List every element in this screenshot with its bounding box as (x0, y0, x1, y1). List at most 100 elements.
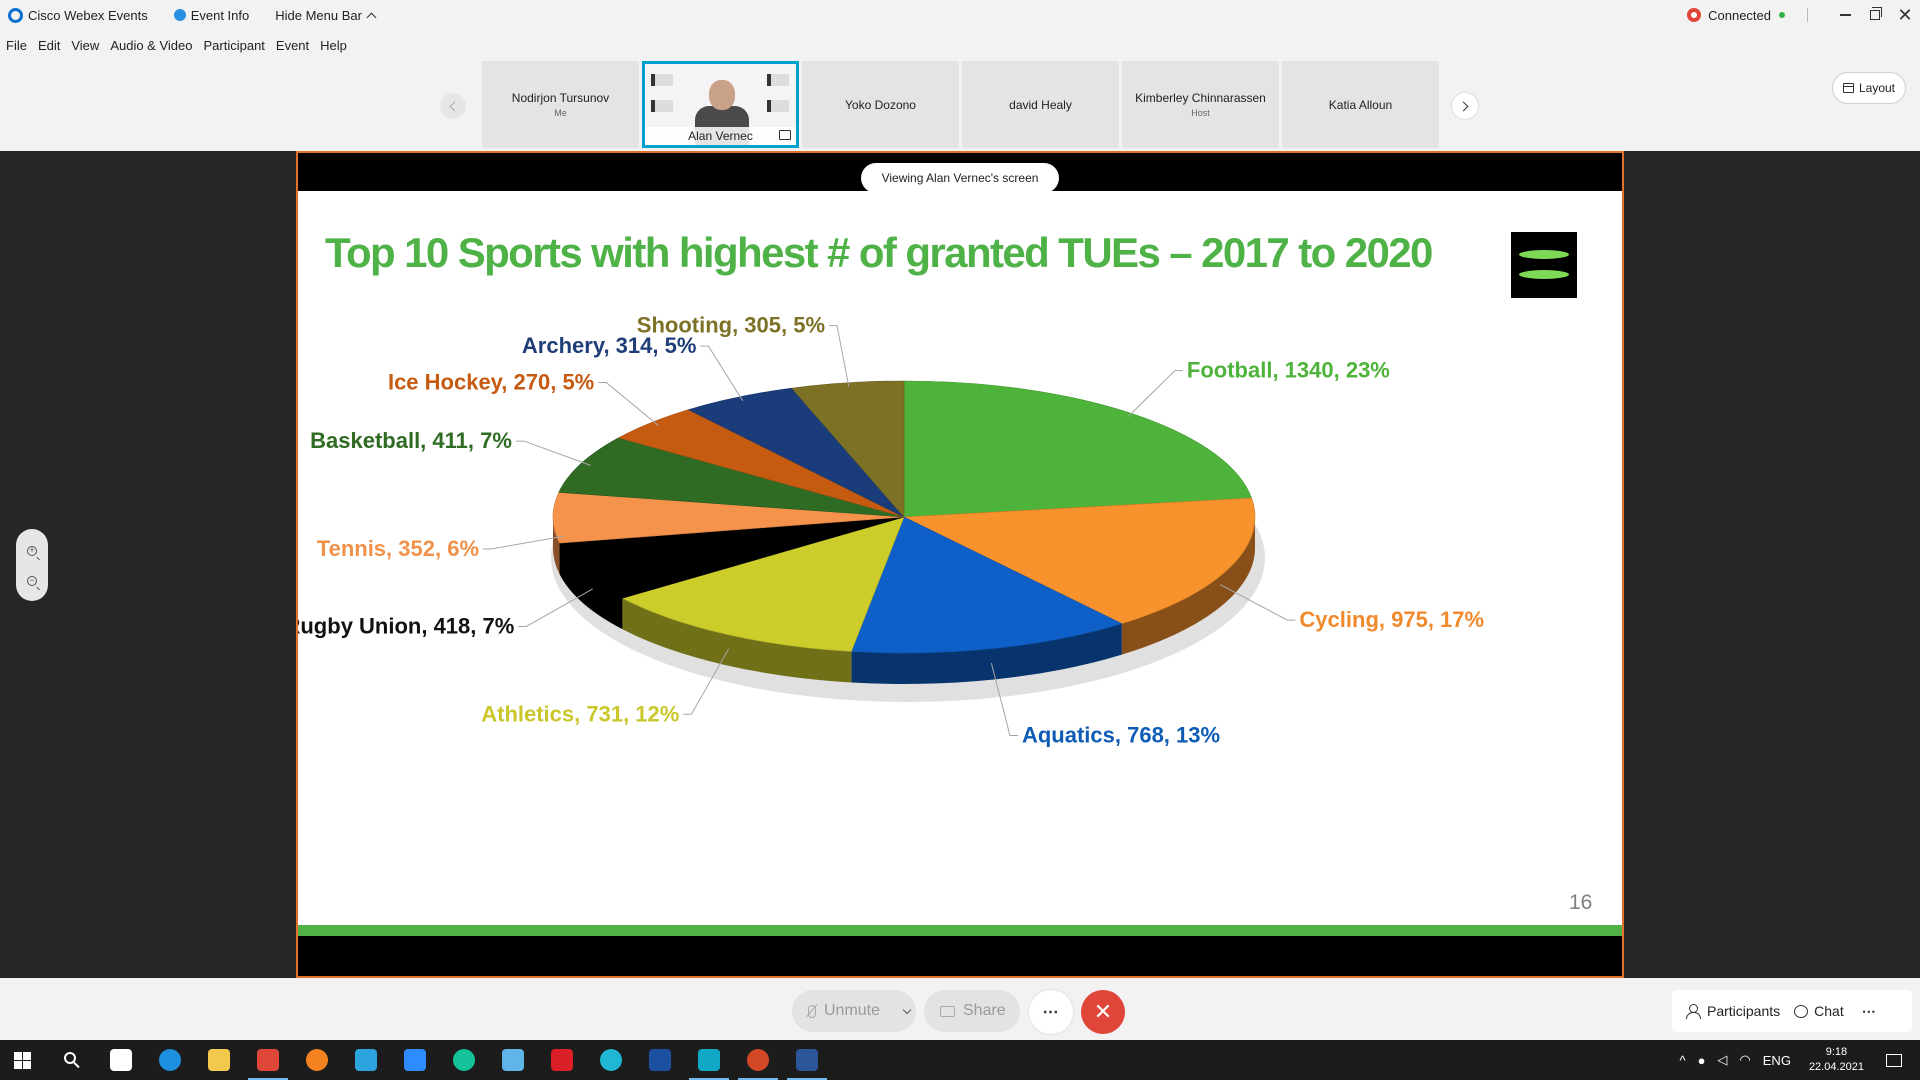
menu-file[interactable]: File (6, 37, 27, 53)
restore-icon (1870, 7, 1882, 20)
running-app-indicator (787, 1078, 827, 1080)
file-explorer-icon[interactable] (208, 1049, 230, 1071)
edge-icon[interactable] (159, 1049, 181, 1071)
close-window-button[interactable]: ✕ (1890, 0, 1920, 30)
strip-prev-button[interactable] (440, 93, 466, 119)
meeting-controls: Unmute Share (0, 978, 1920, 1040)
participant-name: Nodirjon Tursunov (511, 91, 610, 105)
zoom-out-button[interactable]: − (24, 573, 40, 589)
menu-event[interactable]: Event (275, 37, 310, 53)
zoom-icon[interactable] (404, 1049, 426, 1071)
running-app-indicator (738, 1078, 778, 1080)
minimize-button[interactable] (1830, 0, 1860, 30)
share-button[interactable]: Share (924, 990, 1020, 1032)
layout-icon (1842, 83, 1854, 93)
leave-meeting-button[interactable]: ✕ (1081, 990, 1125, 1034)
participant-tile[interactable]: Yoko Dozono (802, 61, 959, 148)
menu-bar: File Edit View Audio & Video Participant… (0, 33, 350, 57)
layout-button[interactable]: Layout (1832, 72, 1906, 104)
zoom-in-button[interactable]: + (24, 543, 40, 559)
clock-time: 9:18 (1825, 1046, 1848, 1058)
participant-tile[interactable]: Nodirjon Tursunov Me (482, 61, 639, 148)
leader-line (700, 345, 744, 402)
chevron-down-icon (902, 1005, 912, 1014)
webex-logo-icon (8, 7, 23, 23)
participants-label: Participants (1707, 1003, 1781, 1019)
unmute-button[interactable]: Unmute (792, 990, 916, 1032)
creative-cloud-icon[interactable] (551, 1049, 573, 1071)
restore-button[interactable] (1860, 0, 1890, 30)
menu-edit[interactable]: Edit (37, 37, 61, 53)
video-background-detail (767, 100, 789, 112)
avast-icon[interactable] (306, 1049, 328, 1071)
more-icon: ⋯ (1042, 1004, 1060, 1021)
menu-participant[interactable]: Participant (203, 37, 265, 53)
wifi-icon[interactable]: ◠ (1739, 1052, 1751, 1067)
windows-start-icon[interactable] (14, 1052, 31, 1069)
titlebar-divider (1807, 8, 1808, 22)
panel-more-button[interactable]: ⋯ (1861, 1002, 1877, 1019)
telegram-icon[interactable] (355, 1049, 377, 1071)
leader-line (518, 588, 593, 627)
pie-slice-tennis (552, 491, 905, 544)
participant-tile[interactable]: Katia Alloun (1282, 61, 1439, 148)
strip-next-button[interactable] (1452, 93, 1478, 119)
chrome-icon[interactable] (257, 1049, 279, 1071)
connection-status[interactable]: Connected (1708, 7, 1771, 23)
defender-icon[interactable] (649, 1049, 671, 1071)
pie-slice-football (903, 380, 1252, 518)
mic-muted-icon (808, 1004, 816, 1018)
slide-logo (1511, 232, 1577, 298)
task-view-icon[interactable] (110, 1049, 132, 1071)
info-icon (173, 9, 186, 21)
minimize-icon (1839, 14, 1851, 16)
chat-label: Chat (1814, 1003, 1844, 1019)
word-icon[interactable] (796, 1049, 818, 1071)
more-options-button[interactable]: ⋯ (1029, 990, 1073, 1034)
menu-audio-video[interactable]: Audio & Video (110, 37, 193, 53)
participants-panel-button[interactable]: Participants (1686, 1003, 1780, 1019)
leader-line (598, 382, 659, 426)
menu-help[interactable]: Help (320, 37, 347, 53)
chevron-up-icon[interactable]: ^ (1679, 1052, 1686, 1068)
snipping-icon[interactable] (502, 1049, 524, 1071)
leader-line (515, 440, 591, 466)
webex-teams-icon[interactable] (600, 1049, 622, 1071)
slice-label: Shooting, 305, 5% (637, 313, 825, 338)
volume-icon[interactable]: ◁ (1717, 1052, 1728, 1067)
clock[interactable]: 9:18 22.04.2021 (1809, 1045, 1864, 1075)
participant-tile-active[interactable]: Alan Vernec (642, 61, 799, 148)
grammarly-icon[interactable] (453, 1049, 475, 1071)
slice-label: Cycling, 975, 17% (1299, 607, 1484, 632)
person-icon (1686, 1004, 1701, 1019)
leader-line (683, 648, 730, 715)
participant-tile[interactable]: Kimberley Chinnarassen Host (1122, 61, 1279, 148)
menu-view[interactable]: View (71, 37, 100, 53)
language-indicator[interactable]: ENG (1762, 1052, 1791, 1068)
chevron-right-icon (1458, 101, 1469, 111)
search-icon[interactable] (64, 1052, 76, 1064)
running-app-indicator (248, 1078, 288, 1080)
chat-panel-button[interactable]: Chat (1794, 1003, 1844, 1019)
participant-tile[interactable]: david Healy (962, 61, 1119, 148)
pie-slice-shooting (791, 380, 905, 518)
zoom-out-icon: − (27, 576, 37, 586)
hide-menu-bar-button[interactable]: Hide Menu Bar (275, 7, 377, 23)
chat-icon (1794, 1004, 1809, 1018)
leader-line (483, 535, 564, 550)
powerpoint-icon[interactable] (747, 1049, 769, 1071)
clock-date: 22.04.2021 (1808, 1061, 1864, 1073)
hide-menu-label: Hide Menu Bar (275, 7, 362, 23)
webex-events-icon[interactable] (698, 1049, 720, 1071)
pie-slice-side (1121, 517, 1255, 655)
slice-label: Basketball, 411, 7% (310, 428, 512, 453)
audio-options-dropdown[interactable] (898, 990, 916, 1032)
slice-label: Ice Hockey, 270, 5% (388, 370, 594, 395)
pie-slice-cycling (902, 497, 1256, 624)
event-info-button[interactable]: Event Info (173, 8, 249, 23)
microphone-icon[interactable]: ● (1697, 1052, 1706, 1068)
title-bar: Cisco Webex Events Event Info Hide Menu … (0, 0, 1920, 30)
notification-icon[interactable] (1886, 1053, 1902, 1067)
pie-slice-aquatics (850, 516, 1123, 654)
logo-stroke (1519, 250, 1569, 259)
